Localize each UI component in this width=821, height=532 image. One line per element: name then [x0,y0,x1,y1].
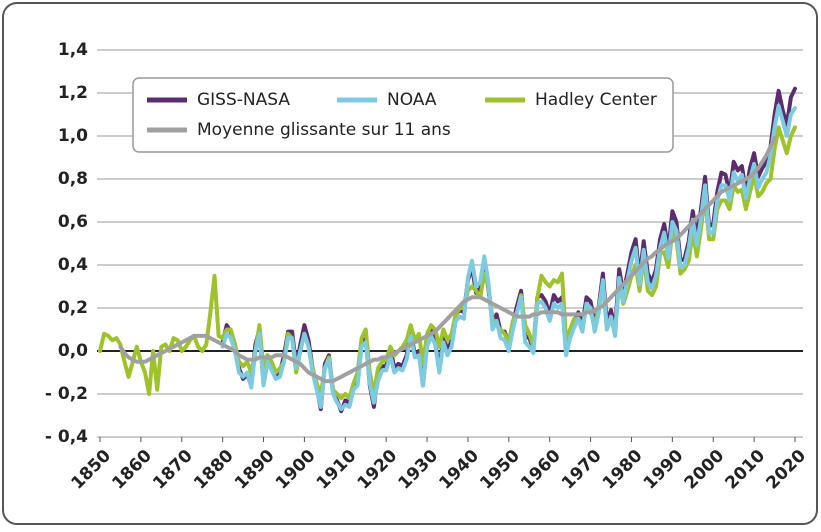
legend-box [132,77,674,153]
legend-label: GISS-NASA [197,90,290,110]
legend-label: NOAA [387,90,437,110]
y-tick-label: - 0,4 [45,427,88,447]
y-tick-label: 0,0 [58,341,88,361]
series-line [118,136,777,384]
legend-label: Moyenne glissante sur 11 ans [197,120,451,140]
series-line [220,103,797,412]
y-tick-label: 0,4 [58,255,88,275]
y-tick-label: 1,0 [58,126,88,146]
y-tick-label: 0,6 [58,212,88,232]
y-tick-label: 0,2 [58,298,88,318]
y-tick-label: 1,2 [58,83,88,103]
y-tick-label: - 0,2 [45,384,88,404]
y-tick-label: 0,8 [58,169,88,189]
legend-label: Hadley Center [535,90,657,110]
y-tick-label: 1,4 [58,40,88,60]
